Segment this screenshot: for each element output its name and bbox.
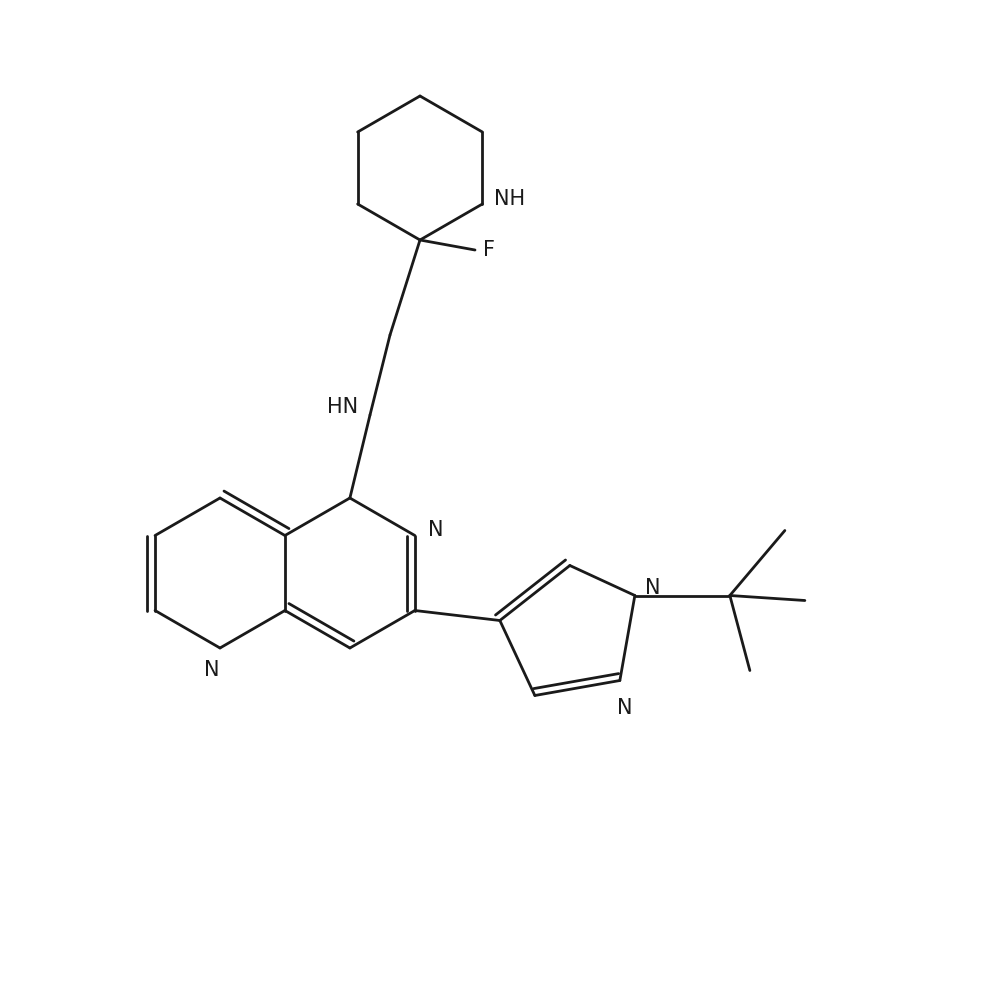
Text: N: N bbox=[204, 660, 219, 680]
Text: N: N bbox=[645, 578, 660, 598]
Text: F: F bbox=[483, 240, 495, 260]
Text: N: N bbox=[428, 521, 444, 541]
Text: N: N bbox=[617, 699, 633, 719]
Text: HN: HN bbox=[327, 397, 358, 417]
Text: NH: NH bbox=[494, 189, 525, 209]
